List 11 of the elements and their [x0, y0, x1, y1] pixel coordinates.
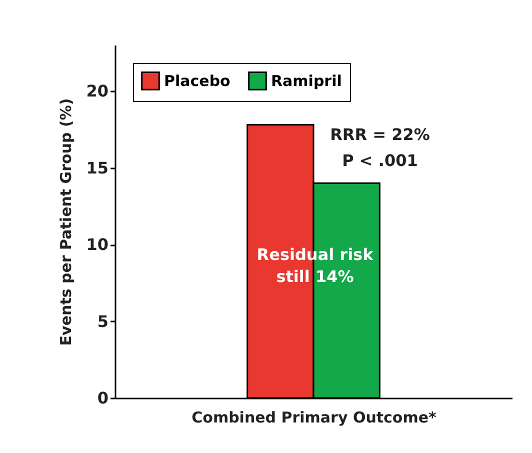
y-tick-label: 15: [86, 158, 108, 178]
y-tick-label: 20: [86, 82, 108, 101]
y-tick-label: 10: [86, 235, 108, 254]
annotation: P < .001: [342, 151, 418, 170]
legend-label: Placebo: [164, 72, 230, 90]
x-axis-title: Combined Primary Outcome*: [192, 408, 437, 426]
y-tick-label: 5: [97, 312, 108, 331]
y-tick-label: 0: [97, 388, 108, 408]
legend-label: Ramipril: [271, 72, 342, 90]
annotation: RRR = 22%: [330, 125, 430, 144]
y-axis-title: Events per Patient Group (%): [57, 98, 76, 346]
